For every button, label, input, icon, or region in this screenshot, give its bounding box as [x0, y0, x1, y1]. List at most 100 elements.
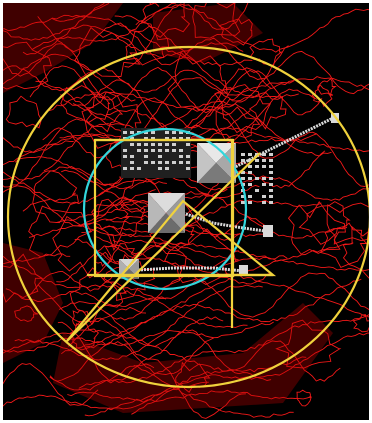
tomb — [255, 177, 259, 180]
contour-line — [78, 314, 369, 389]
third-temple — [239, 265, 248, 274]
contour-line — [52, 3, 110, 22]
tomb — [248, 195, 252, 198]
tomb-field-east — [241, 153, 273, 204]
contour-loop — [91, 196, 146, 252]
tomb — [262, 195, 266, 198]
tomb — [269, 171, 273, 174]
contour-loop — [275, 319, 342, 369]
contour-loop — [140, 3, 191, 38]
tomb — [172, 149, 176, 152]
contour-loop — [69, 267, 127, 326]
contour-loop — [214, 84, 272, 134]
contour-loop — [342, 225, 369, 279]
contour-loop — [296, 389, 312, 407]
contour-line — [57, 321, 246, 419]
contour-line — [29, 270, 115, 296]
tomb — [186, 161, 190, 164]
tomb — [151, 143, 155, 146]
tomb — [241, 195, 245, 198]
tomb — [158, 167, 162, 170]
sphinx-temple — [263, 225, 273, 237]
tomb — [144, 143, 148, 146]
causeway-great — [232, 116, 334, 170]
tomb — [179, 137, 183, 140]
contour-line — [85, 278, 362, 349]
tomb — [151, 131, 155, 134]
tomb — [262, 153, 266, 156]
contour-line — [3, 253, 71, 265]
contour-line — [37, 284, 147, 323]
tomb — [248, 177, 252, 180]
causeway-third — [137, 266, 244, 273]
plateau-structures — [121, 113, 339, 274]
tomb — [137, 149, 141, 152]
contour-loop — [3, 41, 52, 90]
contour-loop — [167, 51, 228, 112]
tomb — [130, 143, 134, 146]
contour-line — [49, 337, 215, 382]
contour-line — [37, 16, 369, 95]
tomb — [269, 159, 273, 162]
tomb — [165, 131, 169, 134]
tomb — [248, 165, 252, 168]
contour-loop — [298, 201, 351, 245]
tomb — [255, 165, 259, 168]
tomb — [144, 161, 148, 164]
tomb — [158, 143, 162, 146]
outer-circle — [6, 45, 369, 389]
contour-loop — [219, 18, 253, 46]
tomb — [241, 201, 245, 204]
tomb — [269, 195, 273, 198]
tomb — [179, 149, 183, 152]
contour-line — [14, 284, 263, 361]
contour-line — [3, 24, 244, 58]
tomb — [186, 167, 190, 170]
tomb — [262, 159, 266, 162]
contour-loop — [14, 305, 38, 322]
tomb — [262, 201, 266, 204]
contour-line — [3, 65, 249, 96]
contour-line — [104, 272, 369, 321]
second-pyramid — [148, 193, 185, 233]
tomb — [158, 149, 162, 152]
contour-line — [49, 363, 155, 391]
contour-line — [28, 214, 150, 238]
contour-loop — [125, 25, 170, 66]
terrain-contours — [3, 3, 369, 419]
tomb — [137, 143, 141, 146]
tomb — [241, 177, 245, 180]
tomb — [269, 153, 273, 156]
tomb — [130, 131, 134, 134]
contour-line — [58, 301, 224, 347]
contour-loop — [215, 106, 261, 141]
tomb — [269, 165, 273, 168]
contour-loop — [319, 222, 368, 268]
contour-loop — [3, 253, 44, 303]
tomb — [130, 155, 134, 158]
tomb — [137, 167, 141, 170]
tomb — [172, 143, 176, 146]
tomb — [179, 161, 183, 164]
tomb — [269, 177, 273, 180]
contour-line — [22, 3, 160, 56]
contour-line — [61, 242, 354, 355]
contour-loop — [73, 26, 141, 77]
tomb — [165, 143, 169, 146]
tomb — [130, 137, 134, 140]
tomb — [123, 149, 127, 152]
contour-line — [3, 43, 121, 101]
tomb — [165, 161, 169, 164]
tomb — [255, 159, 259, 162]
contour-line — [112, 239, 369, 271]
contour-loop — [52, 215, 117, 279]
contour-line — [3, 256, 248, 328]
tomb — [172, 161, 176, 164]
tomb — [144, 131, 148, 134]
tomb — [172, 137, 176, 140]
contour-line — [35, 80, 332, 157]
contour-loop — [352, 314, 369, 333]
tomb — [269, 201, 273, 204]
tomb — [248, 171, 252, 174]
contour-line — [5, 288, 167, 307]
